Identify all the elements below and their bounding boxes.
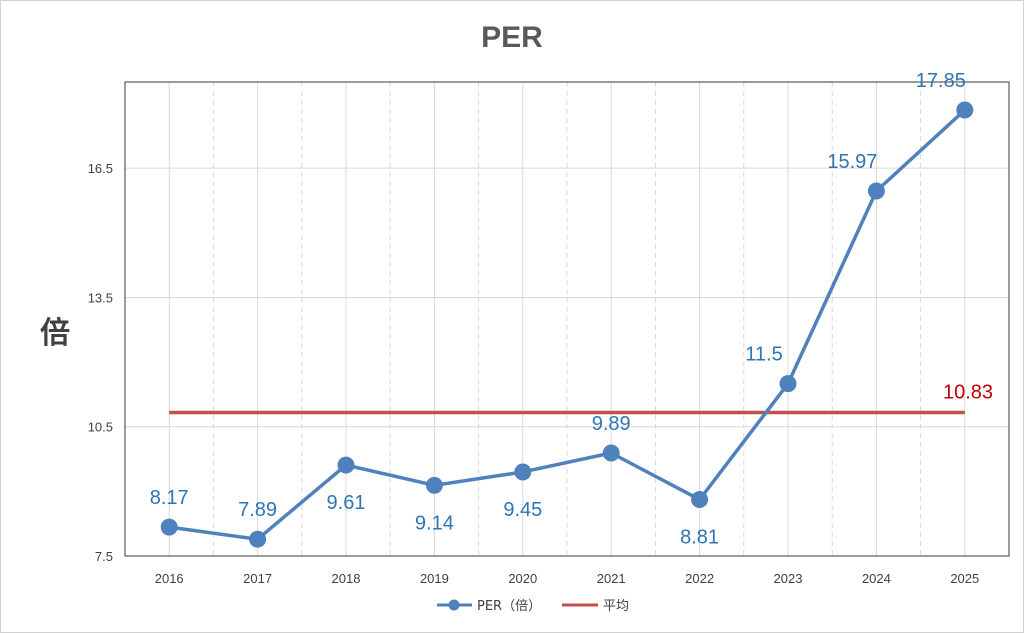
per-data-label: 8.17 <box>150 487 189 509</box>
per-data-label: 9.89 <box>592 413 631 435</box>
legend-per-label: PER（倍） <box>477 599 541 614</box>
y-tick-label: 7.5 <box>95 549 113 564</box>
per-point <box>956 101 974 119</box>
per-point <box>779 375 797 393</box>
per-point <box>602 444 620 462</box>
chart-title: PER <box>481 21 543 54</box>
legend: PER（倍） 平均 <box>437 599 629 614</box>
x-tick-label: 2022 <box>685 571 714 586</box>
per-data-label: 9.61 <box>327 492 366 514</box>
x-tick-label: 2018 <box>332 571 361 586</box>
plot-area-border <box>124 81 1010 557</box>
x-tick-label: 2025 <box>950 571 979 586</box>
per-point <box>691 491 709 509</box>
per-point <box>337 456 355 474</box>
y-tick-label: 13.5 <box>88 290 113 305</box>
legend-average-label: 平均 <box>603 599 629 614</box>
per-data-label: 11.5 <box>745 344 782 366</box>
x-tick-label: 2016 <box>155 571 184 586</box>
average-data-label: 10.83 <box>943 382 993 404</box>
per-data-label: 15.97 <box>827 151 877 173</box>
series <box>160 101 974 548</box>
y-axis-label: 倍 <box>40 316 70 351</box>
per-data-label: 9.45 <box>503 499 542 521</box>
x-tick-label: 2019 <box>420 571 449 586</box>
x-tick-label: 2021 <box>597 571 626 586</box>
per-point <box>249 530 267 548</box>
per-data-label: 9.14 <box>415 512 454 534</box>
per-line <box>168 108 966 541</box>
y-tick-label: 10.5 <box>88 420 113 435</box>
per-point <box>425 476 443 494</box>
x-tick-label: 2020 <box>508 571 537 586</box>
x-tick-label: 2024 <box>862 571 891 586</box>
per-point <box>514 463 532 481</box>
per-point <box>160 518 178 536</box>
x-tick-label: 2023 <box>774 571 803 586</box>
per-data-label: 8.81 <box>680 527 719 549</box>
per-point <box>867 182 885 200</box>
y-tick-label: 16.5 <box>88 161 113 176</box>
per-data-label: 17.85 <box>916 70 966 92</box>
y-tick-labels: 7.5 10.5 13.5 16.5 <box>88 161 113 564</box>
x-tick-label: 2017 <box>243 571 272 586</box>
per-data-label: 7.89 <box>238 499 277 521</box>
data-labels: 10.83 8.17 7.89 9.61 9.14 9.45 9.89 8.81 11.5 15.… <box>150 70 993 549</box>
legend-per-marker <box>448 599 460 611</box>
x-tick-labels: 2016 2017 2018 2019 2020 2021 2022 2023 2024 2025 <box>155 571 980 586</box>
axes <box>124 81 1010 557</box>
